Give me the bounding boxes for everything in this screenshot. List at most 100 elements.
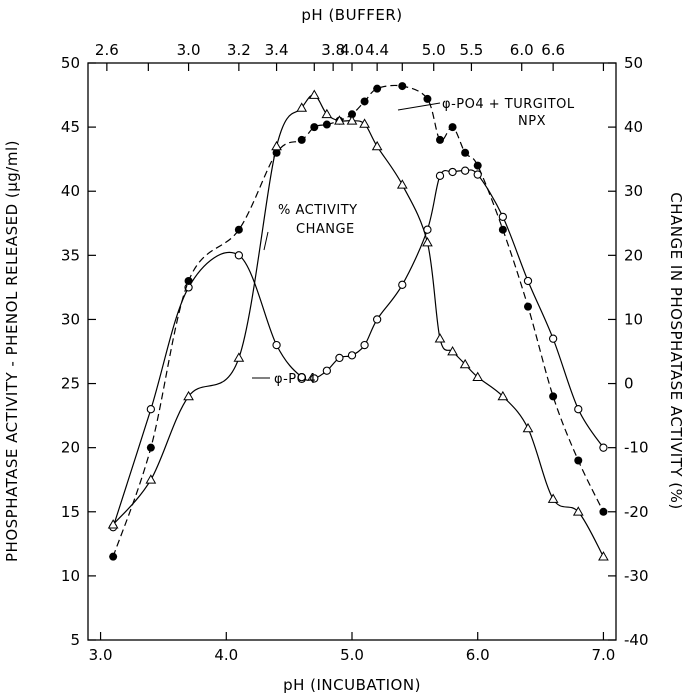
x2-tick-label: 6.0	[510, 41, 534, 59]
x2-tick-label: 5.0	[422, 41, 446, 59]
data-point	[435, 171, 445, 180]
data-point	[398, 82, 407, 91]
x-axis-title: pH (INCUBATION)	[283, 676, 421, 694]
data-point	[572, 506, 584, 516]
data-point	[346, 115, 358, 125]
data-point	[498, 225, 507, 234]
data-point	[359, 118, 370, 128]
data-point	[472, 371, 484, 382]
data-point	[447, 345, 458, 356]
x-tick-label: 5.0	[340, 646, 364, 664]
data-point	[497, 390, 509, 401]
data-point	[146, 443, 155, 452]
x2-tick-label: 3.8	[321, 41, 345, 59]
data-point	[310, 374, 319, 383]
data-point	[549, 392, 558, 401]
data-point	[599, 507, 608, 516]
data-point	[448, 167, 457, 177]
data-point	[184, 276, 193, 285]
x-tick-label: 4.0	[214, 646, 238, 664]
data-point	[371, 140, 383, 151]
leader-line-turgitol	[397, 102, 441, 111]
y-tick-label: 40	[61, 182, 80, 200]
x-tick-label: 7.0	[591, 646, 615, 664]
y-tick-label: 20	[61, 439, 80, 457]
x-tick-label: 6.0	[466, 646, 490, 664]
data-point	[524, 302, 532, 311]
y2-tick-label: -10	[624, 439, 649, 457]
x2-tick-label: 3.0	[177, 41, 201, 59]
data-point	[598, 551, 609, 561]
y2-tick-label: 20	[624, 246, 643, 264]
y-axis-title: PHOSPHATASE ACTIVITY - PHENOL RELEASED (…	[3, 140, 21, 562]
series-label-activity-line2: CHANGE	[296, 222, 355, 237]
data-point	[574, 405, 583, 414]
y-tick-label: 45	[61, 118, 80, 136]
data-point	[422, 237, 433, 247]
y2-tick-label: -20	[624, 503, 649, 521]
series-activity-change	[107, 89, 609, 561]
data-point	[183, 390, 194, 401]
data-point	[322, 366, 332, 375]
data-point	[272, 340, 281, 350]
x2-tick-label: 4.4	[365, 41, 389, 59]
series-line-phi-po4	[112, 169, 604, 528]
data-point	[574, 456, 583, 465]
x2-tick-label: 3.2	[227, 41, 251, 59]
data-point	[145, 474, 157, 484]
leader-line-activity-change	[263, 231, 269, 251]
data-point	[423, 94, 432, 103]
data-point	[334, 115, 345, 125]
y2-tick-label: 50	[624, 54, 643, 72]
y2-tick-label: -40	[624, 631, 649, 649]
series-line-turgitol	[112, 84, 604, 557]
data-point	[347, 351, 357, 360]
data-point	[107, 519, 119, 529]
y2-tick-label: 10	[624, 310, 643, 328]
y2-tick-label: 40	[624, 118, 643, 136]
x-tick-label: 3.0	[89, 646, 113, 664]
data-point	[233, 352, 245, 362]
data-point	[109, 552, 118, 561]
data-point	[523, 276, 533, 286]
data-point	[234, 225, 243, 234]
series-label-turgitol-line1: φ-PO4 + TURGITOL	[442, 97, 575, 112]
y-tick-label: 50	[61, 54, 80, 72]
series-phi-po4	[108, 166, 608, 532]
x2-tick-label: 4.0	[340, 41, 364, 59]
data-point	[373, 84, 382, 93]
y2-tick-label: -30	[624, 567, 649, 585]
data-point	[348, 110, 356, 119]
data-point	[448, 123, 457, 132]
data-point	[460, 166, 470, 175]
data-point	[599, 443, 608, 452]
data-point	[322, 120, 331, 129]
y2-tick-label: 0	[624, 375, 634, 393]
y-tick-label: 15	[61, 503, 80, 521]
x2-tick-label: 6.6	[541, 41, 565, 59]
data-point	[310, 123, 319, 132]
series-turgitol	[109, 82, 608, 561]
x2-tick-label: 5.5	[459, 41, 483, 59]
data-point	[146, 405, 156, 414]
data-point	[234, 251, 244, 260]
x2-axis-title: pH (BUFFER)	[301, 6, 402, 24]
x2-tick-label: 3.4	[265, 41, 289, 59]
data-point	[360, 340, 369, 350]
series-line-activity-change	[112, 94, 604, 557]
data-point	[321, 108, 333, 119]
data-point	[434, 333, 446, 343]
y-tick-label: 5	[70, 631, 80, 649]
series-label-phi-po4: φ-PO4	[274, 372, 316, 387]
data-point	[498, 212, 508, 222]
data-point	[335, 353, 344, 363]
data-point	[296, 102, 308, 112]
data-point	[372, 315, 382, 324]
data-point	[473, 161, 482, 170]
series-label-activity-line1: % ACTIVITY	[278, 203, 358, 218]
axis-tick-labels: 3.0 4.0 5.0 6.0 7.02.6 3.0 3.2 3.4 3.84.0 4.4 5.0 5…	[61, 41, 649, 664]
data-point	[436, 135, 444, 144]
data-point	[522, 422, 534, 433]
y-tick-label: 25	[61, 375, 80, 393]
